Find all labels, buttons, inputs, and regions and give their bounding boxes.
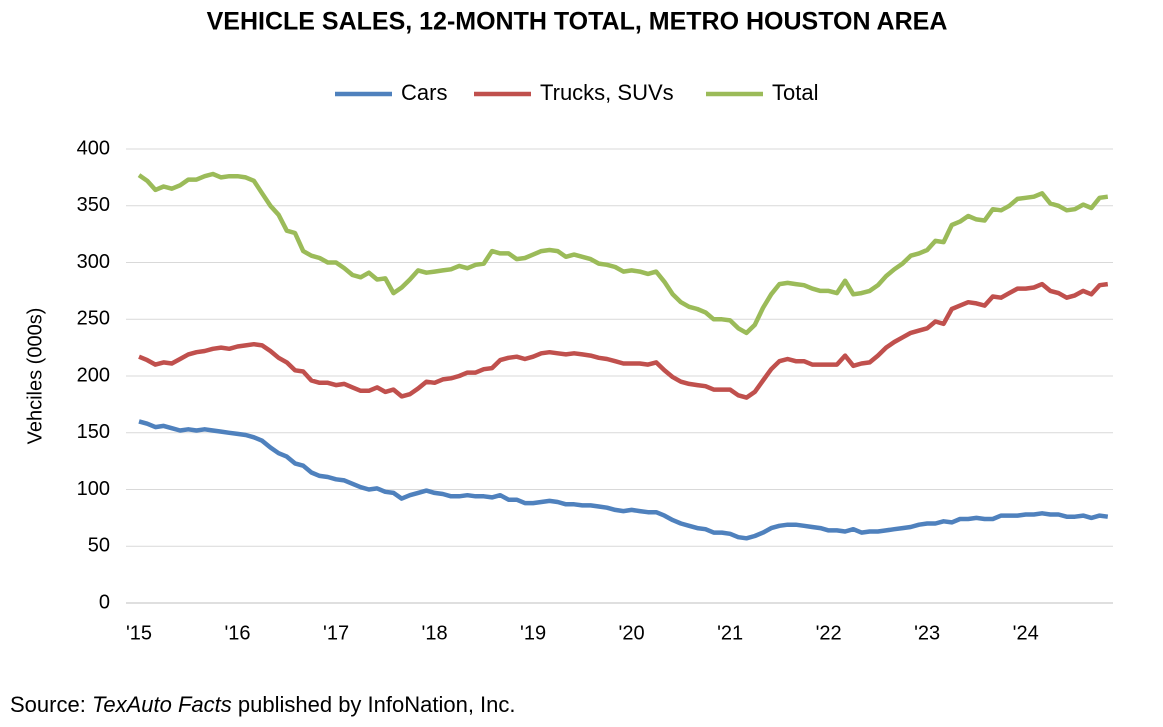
x-tick-label: '21 bbox=[717, 622, 743, 644]
y-tick-label: 150 bbox=[77, 421, 110, 443]
y-tick-label: 0 bbox=[99, 591, 110, 613]
legend-label: Trucks, SUVs bbox=[540, 80, 674, 105]
legend: Cars Trucks, SUVs Total bbox=[335, 80, 818, 105]
source-note: Source: TexAuto Facts published by InfoN… bbox=[10, 692, 516, 718]
y-tick-label: 400 bbox=[77, 137, 110, 159]
source-italic: TexAuto Facts bbox=[91, 692, 232, 717]
legend-label: Total bbox=[772, 80, 818, 105]
x-tick-label: '19 bbox=[520, 622, 546, 644]
chart-title: VEHICLE SALES, 12-MONTH TOTAL, METRO HOU… bbox=[207, 8, 948, 36]
source-suffix: published by InfoNation, Inc. bbox=[237, 692, 516, 717]
line-series bbox=[138, 419, 1109, 541]
y-tick-label: 250 bbox=[77, 308, 110, 330]
x-tick-label: '15 bbox=[126, 622, 152, 644]
y-tick-label: 100 bbox=[77, 478, 110, 500]
source-prefix: Source: bbox=[10, 692, 86, 717]
y-tick-label: 200 bbox=[77, 364, 110, 386]
y-tick-label: 300 bbox=[77, 251, 110, 273]
x-tick-label: '17 bbox=[323, 622, 349, 644]
x-tick-label: '18 bbox=[422, 622, 448, 644]
x-tick-label: '22 bbox=[816, 622, 842, 644]
x-tick-label: '24 bbox=[1013, 622, 1039, 644]
y-axis-label: Vehciles (000s) bbox=[24, 308, 46, 445]
y-tick-label: 350 bbox=[77, 194, 110, 216]
x-tick-label: '16 bbox=[224, 622, 250, 644]
legend-label: Cars bbox=[401, 80, 447, 105]
line-series bbox=[138, 281, 1109, 400]
x-tick-label: '23 bbox=[914, 622, 940, 644]
line-series bbox=[137, 171, 1109, 336]
x-tick-label: '20 bbox=[619, 622, 645, 644]
y-tick-label: 50 bbox=[88, 535, 110, 557]
